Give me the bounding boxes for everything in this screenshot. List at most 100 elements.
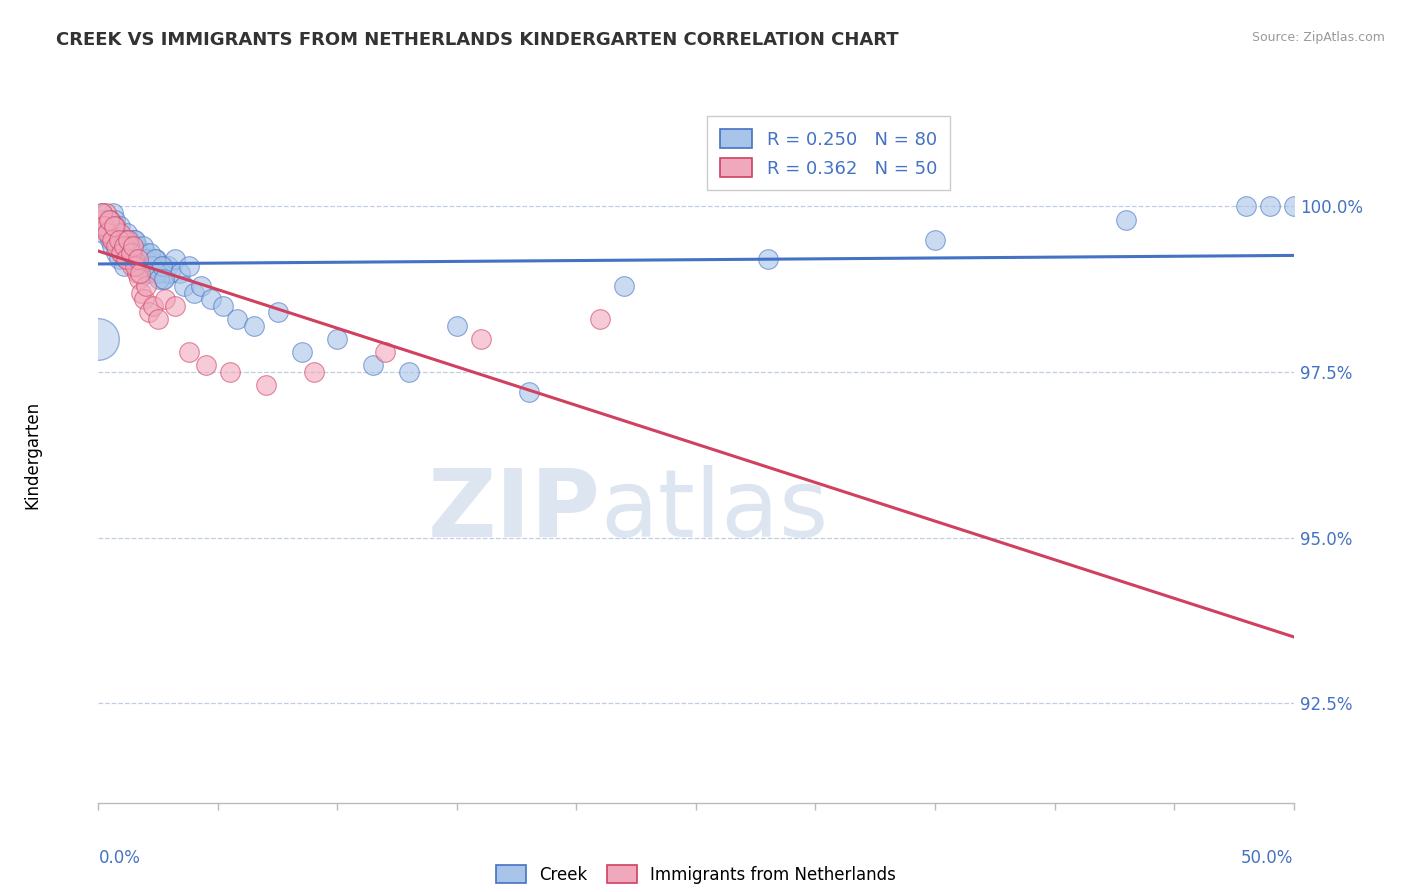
Point <box>148 312 170 326</box>
Point <box>179 259 201 273</box>
Point <box>98 233 122 247</box>
Text: atlas: atlas <box>600 465 828 557</box>
Point <box>132 292 155 306</box>
Point <box>117 245 139 260</box>
Point <box>159 266 181 280</box>
Point <box>173 279 195 293</box>
Point <box>103 219 125 234</box>
Point <box>226 312 249 326</box>
Text: 0.0%: 0.0% <box>98 849 141 867</box>
Point <box>91 219 114 234</box>
Point <box>142 259 165 273</box>
Point <box>756 252 779 267</box>
Point <box>219 365 242 379</box>
Point <box>111 233 134 247</box>
Point <box>517 384 540 399</box>
Point <box>163 299 186 313</box>
Point <box>112 239 135 253</box>
Text: 50.0%: 50.0% <box>1241 849 1294 867</box>
Point <box>105 239 128 253</box>
Point <box>114 239 136 253</box>
Point <box>104 219 127 234</box>
Point <box>107 226 129 240</box>
Point <box>122 252 145 267</box>
Point <box>101 206 124 220</box>
Point <box>131 285 153 300</box>
Point <box>169 266 191 280</box>
Point <box>290 345 312 359</box>
Point <box>148 272 170 286</box>
Point <box>613 279 636 293</box>
Point <box>118 233 141 247</box>
Point <box>91 206 114 220</box>
Text: Kindergarten: Kindergarten <box>24 401 42 509</box>
Point <box>589 312 612 326</box>
Point <box>96 226 118 240</box>
Point <box>108 219 131 234</box>
Point <box>97 212 120 227</box>
Point <box>107 239 129 253</box>
Point <box>94 219 117 234</box>
Point <box>1234 199 1257 213</box>
Point <box>131 245 153 260</box>
Point <box>110 239 132 253</box>
Point <box>100 239 122 253</box>
Point <box>136 266 159 280</box>
Point <box>104 212 127 227</box>
Point <box>179 345 201 359</box>
Point <box>183 285 205 300</box>
Point <box>132 259 155 273</box>
Point <box>108 226 131 240</box>
Point <box>103 233 125 247</box>
Point <box>139 245 162 260</box>
Point <box>91 226 114 240</box>
Point <box>105 245 128 260</box>
Point <box>98 212 121 227</box>
Legend: Creek, Immigrants from Netherlands: Creek, Immigrants from Netherlands <box>488 856 904 892</box>
Point <box>125 266 148 280</box>
Point <box>90 212 112 227</box>
Point <box>190 279 212 293</box>
Point <box>107 233 129 247</box>
Point <box>134 252 156 267</box>
Point <box>148 266 170 280</box>
Point <box>117 233 139 247</box>
Point <box>129 259 152 273</box>
Point <box>98 212 122 227</box>
Point <box>98 226 121 240</box>
Point <box>138 252 160 267</box>
Point <box>374 345 396 359</box>
Point <box>124 233 146 247</box>
Point <box>128 272 150 286</box>
Point <box>139 266 162 280</box>
Point <box>114 233 136 247</box>
Point <box>200 292 222 306</box>
Point <box>131 239 153 253</box>
Point <box>124 252 146 267</box>
Point <box>115 252 138 267</box>
Point <box>112 259 135 273</box>
Point <box>87 332 110 346</box>
Point <box>1258 199 1281 213</box>
Point <box>121 259 143 273</box>
Point <box>163 252 186 267</box>
Point <box>127 245 149 260</box>
Text: Source: ZipAtlas.com: Source: ZipAtlas.com <box>1251 31 1385 45</box>
Point <box>129 266 152 280</box>
Point <box>93 212 115 227</box>
Point <box>115 233 138 247</box>
Point <box>145 252 167 267</box>
Point <box>125 239 148 253</box>
Point <box>254 378 277 392</box>
Point <box>243 318 266 333</box>
Point <box>128 252 150 267</box>
Point <box>94 206 117 220</box>
Point <box>149 259 172 273</box>
Point <box>96 219 118 234</box>
Point <box>924 233 946 247</box>
Point <box>120 239 142 253</box>
Point <box>141 259 163 273</box>
Point <box>91 206 114 220</box>
Point <box>115 252 138 267</box>
Point <box>156 259 179 273</box>
